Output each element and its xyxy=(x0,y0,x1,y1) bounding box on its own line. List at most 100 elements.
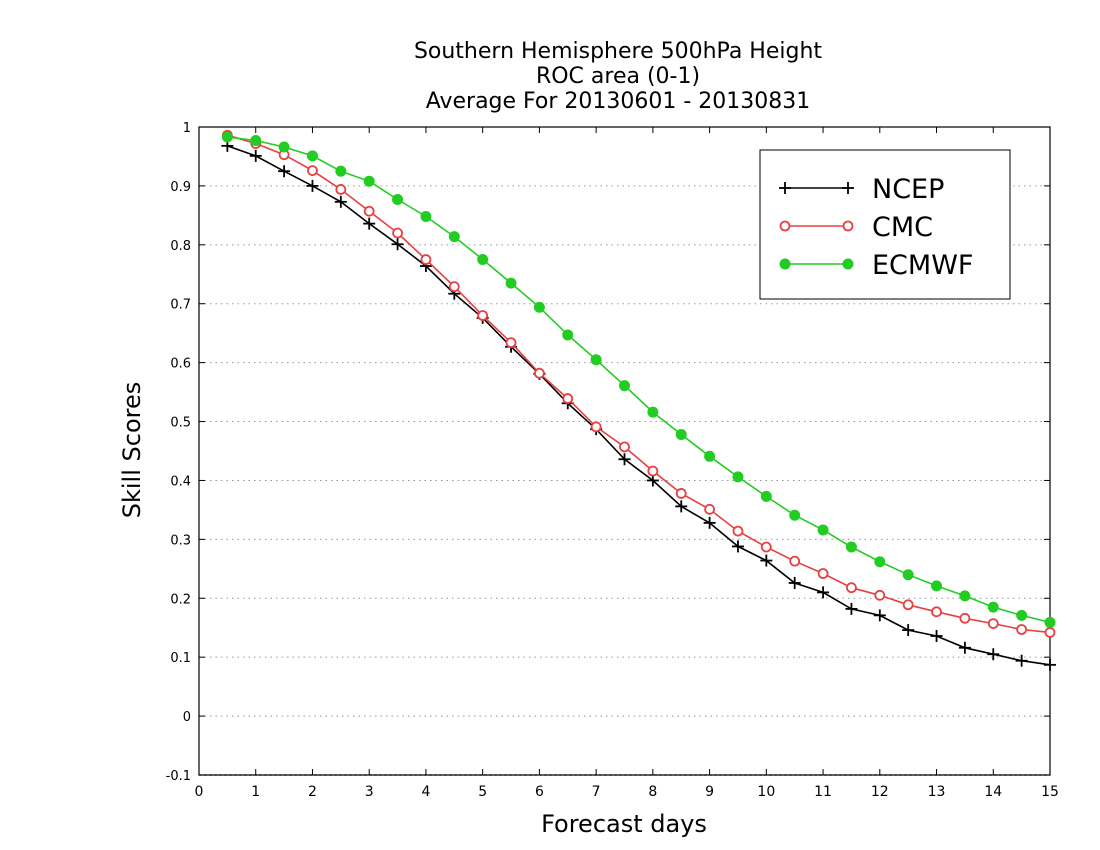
data-point-cmc xyxy=(335,184,347,195)
data-point-ecmwf xyxy=(704,450,716,462)
y-tick-label: 0.4 xyxy=(170,474,191,489)
data-point-cmc xyxy=(846,582,857,594)
data-point-ecmwf xyxy=(250,135,262,147)
data-point-ncep xyxy=(788,576,801,589)
x-tick-label: 8 xyxy=(648,784,657,800)
y-tick-label: 1 xyxy=(183,121,191,136)
x-tick-label: 11 xyxy=(814,784,832,800)
x-tick-label: 5 xyxy=(478,784,487,800)
legend-label: ECMWF xyxy=(872,250,973,281)
legend-marker xyxy=(842,220,854,232)
data-point-ncep xyxy=(618,453,631,466)
y-tick-label: 0.3 xyxy=(170,533,191,548)
x-tick-label: 2 xyxy=(308,784,317,800)
data-point-ncep xyxy=(760,554,773,567)
legend-marker xyxy=(842,258,854,270)
data-point-ecmwf xyxy=(902,569,914,581)
data-point-cmc xyxy=(562,393,574,404)
data-point-ecmwf xyxy=(420,211,432,223)
chart-title: Southern Hemisphere 500hPa Height ROC ar… xyxy=(414,39,822,114)
data-point-cmc xyxy=(817,568,829,579)
legend: NCEP CMC ECMWF xyxy=(759,149,1011,300)
plot-frame xyxy=(198,126,1051,776)
data-point-cmc xyxy=(1016,624,1028,635)
data-point-cmc xyxy=(874,589,886,601)
data-point-ncep xyxy=(1015,654,1028,667)
data-point-ncep xyxy=(930,629,943,642)
data-point-cmc xyxy=(959,612,971,624)
data-point-cmc xyxy=(619,441,630,453)
x-axis: 0 1 2 3 4 5 6 7 8 9 10 11 12 13 14 15 xyxy=(195,127,1059,800)
data-point-cmc xyxy=(760,541,772,553)
data-point-ncep xyxy=(363,217,376,230)
series-ecmwf xyxy=(221,131,1056,628)
data-point-ncep xyxy=(1044,658,1056,671)
data-point-ncep xyxy=(278,165,291,178)
data-point-ecmwf xyxy=(477,254,489,266)
data-point-ncep xyxy=(987,648,1000,661)
data-point-ecmwf xyxy=(590,354,602,366)
data-point-ecmwf xyxy=(306,150,318,162)
x-tick-label: 14 xyxy=(984,784,1002,800)
data-point-ecmwf xyxy=(732,471,744,483)
data-point-ncep xyxy=(249,149,262,162)
data-point-cmc xyxy=(732,525,744,537)
data-point-cmc xyxy=(420,254,432,265)
data-point-cmc xyxy=(363,205,375,217)
legend-item-cmc: CMC xyxy=(779,212,933,243)
data-point-ncep xyxy=(731,540,744,553)
data-point-cmc xyxy=(675,488,687,499)
x-tick-label: 15 xyxy=(1041,784,1059,800)
x-tick-label: 1 xyxy=(251,784,260,800)
x-axis-label: Forecast days xyxy=(541,810,707,838)
x-tick-label: 9 xyxy=(705,784,714,800)
data-point-cmc xyxy=(448,281,460,293)
x-tick-label: 3 xyxy=(365,784,374,800)
y-tick-label: 0.6 xyxy=(170,357,191,372)
data-point-cmc xyxy=(931,606,942,618)
legend-marker xyxy=(779,258,791,270)
series-line-ncep xyxy=(227,145,1051,666)
data-point-ecmwf xyxy=(1044,616,1056,628)
data-point-ecmwf xyxy=(335,165,347,177)
series-ncep xyxy=(221,139,1056,671)
legend-marker xyxy=(779,182,791,194)
legend-label: CMC xyxy=(872,212,933,243)
data-point-ecmwf xyxy=(760,490,772,502)
x-tick-label: 4 xyxy=(421,784,430,800)
legend-item-ncep: NCEP xyxy=(779,174,944,205)
data-point-cmc xyxy=(789,555,801,567)
data-point-ecmwf xyxy=(505,277,517,289)
data-point-cmc xyxy=(505,337,517,349)
data-point-ecmwf xyxy=(533,301,545,313)
data-point-cmc xyxy=(902,599,914,611)
data-point-ncep xyxy=(845,602,858,615)
x-tick-label: 6 xyxy=(535,784,544,800)
data-point-ecmwf xyxy=(363,175,375,187)
data-point-ncep xyxy=(675,500,688,513)
data-point-cmc xyxy=(477,310,489,321)
data-point-ecmwf xyxy=(874,556,886,568)
series-cmc xyxy=(221,129,1056,638)
data-point-ncep xyxy=(873,609,886,622)
data-point-ecmwf xyxy=(562,329,574,341)
y-tick-label: 0.9 xyxy=(170,180,191,195)
y-tick-label: 0 xyxy=(183,710,191,725)
y-tick-label: 0.2 xyxy=(170,592,191,607)
data-point-ecmwf xyxy=(392,193,404,205)
data-point-cmc xyxy=(392,227,403,239)
data-point-ecmwf xyxy=(619,380,630,392)
legend-marker xyxy=(779,220,791,232)
data-point-ncep xyxy=(334,195,347,208)
data-point-ecmwf xyxy=(448,231,460,243)
series-layer xyxy=(221,129,1056,671)
data-point-ecmwf xyxy=(817,524,829,536)
data-point-cmc xyxy=(534,367,545,379)
legend-marker xyxy=(842,182,854,194)
data-point-ncep xyxy=(391,238,404,251)
data-point-ncep xyxy=(817,586,830,599)
data-point-cmc xyxy=(1044,627,1056,638)
y-axis-label: Skill Scores xyxy=(118,382,146,519)
y-tick-label: -0.1 xyxy=(166,769,191,784)
